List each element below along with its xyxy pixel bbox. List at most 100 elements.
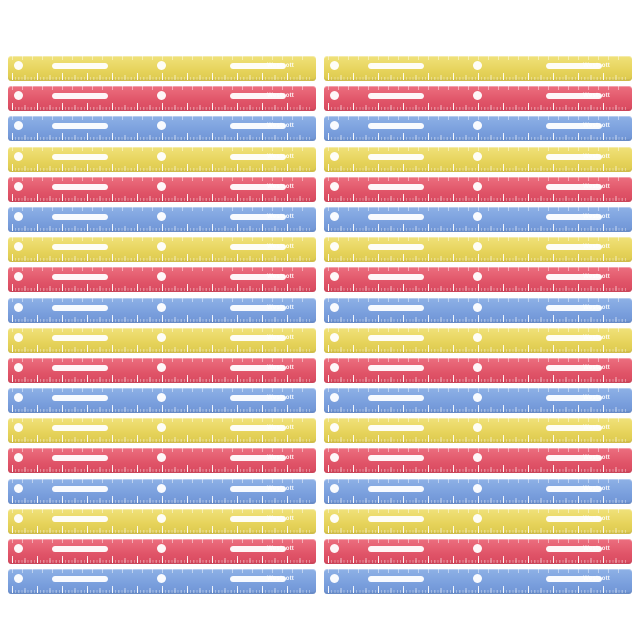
- ruler-binder-slot: [546, 123, 602, 130]
- ruler-binder-slot: [52, 63, 108, 69]
- ruler-inch-ticks: [328, 465, 628, 473]
- ruler-binder-slot: [230, 364, 286, 371]
- ruler-brand-logo: Westcott: [583, 334, 610, 341]
- ruler-brand-logo: Westcott: [267, 63, 294, 69]
- ruler-binder-slot: [546, 576, 602, 583]
- ruler-end-hole: [330, 362, 339, 372]
- ruler-brand-logo: Westcott: [583, 244, 610, 251]
- ruler-metric-ticks: [328, 357, 628, 362]
- ruler-inch-ticks: [328, 103, 628, 111]
- ruler-end-hole: [14, 242, 23, 252]
- ruler-center-hole: [157, 423, 166, 433]
- ruler-binder-slot: [230, 485, 286, 492]
- ruler-brand-logo: Westcott: [583, 183, 610, 190]
- ruler-center-hole: [157, 544, 166, 553]
- ruler-center-hole: [157, 211, 166, 221]
- ruler-center-hole: [473, 211, 482, 221]
- ruler-end-hole: [330, 513, 339, 523]
- ruler-yellow: Westcott: [8, 508, 316, 534]
- ruler-metric-ticks: [328, 297, 628, 302]
- ruler-brand-logo: Westcott: [267, 395, 294, 402]
- ruler-binder-slot: [368, 304, 424, 311]
- ruler-binder-slot: [52, 364, 108, 371]
- ruler-binder-slot: [52, 425, 108, 432]
- ruler-blue: Westcott: [8, 569, 316, 595]
- ruler-blue: Westcott: [8, 116, 316, 142]
- ruler-blue: Westcott: [324, 569, 632, 595]
- ruler-binder-slot: [546, 213, 602, 220]
- ruler-brand-logo: Westcott: [583, 93, 610, 100]
- ruler-blue: Westcott: [324, 478, 632, 504]
- ruler-binder-slot: [52, 455, 108, 462]
- ruler-red: Westcott: [8, 448, 316, 474]
- ruler-inch-ticks: [12, 495, 312, 503]
- ruler-brand-logo: Westcott: [267, 304, 294, 311]
- ruler-binder-slot: [230, 183, 286, 190]
- ruler-metric-ticks: [12, 56, 312, 60]
- ruler-binder-slot: [230, 425, 286, 432]
- ruler-blue: Westcott: [324, 206, 632, 232]
- ruler-binder-slot: [546, 244, 602, 251]
- ruler-end-hole: [14, 483, 23, 493]
- ruler-binder-slot: [52, 183, 108, 190]
- ruler-metric-ticks: [12, 357, 312, 362]
- ruler-inch-ticks: [328, 133, 628, 141]
- ruler-brand-logo: Westcott: [267, 425, 294, 432]
- ruler-inch-ticks: [12, 465, 312, 473]
- ruler-column-right: Westcott Westcott Westcott Westcott Westcott…: [324, 56, 632, 599]
- ruler-center-hole: [473, 544, 482, 553]
- ruler-red: Westcott: [8, 86, 316, 112]
- ruler-brand-logo: Westcott: [267, 576, 294, 583]
- ruler-red: Westcott: [8, 176, 316, 202]
- ruler-end-hole: [330, 272, 339, 282]
- ruler-end-hole: [14, 362, 23, 372]
- ruler-binder-slot: [368, 153, 424, 160]
- ruler-brand-logo: Westcott: [583, 213, 610, 220]
- ruler-metric-ticks: [328, 237, 628, 242]
- ruler-center-hole: [473, 181, 482, 191]
- ruler-blue: Westcott: [8, 478, 316, 504]
- ruler-metric-ticks: [12, 539, 312, 543]
- ruler-binder-slot: [368, 123, 424, 130]
- ruler-end-hole: [14, 513, 23, 523]
- ruler-end-hole: [14, 423, 23, 433]
- ruler-center-hole: [157, 574, 166, 584]
- ruler-end-hole: [14, 574, 23, 584]
- ruler-inch-ticks: [12, 163, 312, 171]
- ruler-metric-ticks: [328, 508, 628, 513]
- ruler-end-hole: [330, 91, 339, 101]
- ruler-binder-slot: [368, 334, 424, 341]
- ruler-inch-ticks: [12, 525, 312, 533]
- ruler-binder-slot: [230, 515, 286, 522]
- ruler-binder-slot: [546, 93, 602, 100]
- ruler-end-hole: [14, 151, 23, 161]
- ruler-center-hole: [473, 242, 482, 252]
- ruler-brand-logo: Westcott: [583, 395, 610, 402]
- ruler-yellow: Westcott: [8, 146, 316, 172]
- ruler-inch-ticks: [328, 73, 628, 80]
- ruler-binder-slot: [52, 244, 108, 251]
- ruler-red: Westcott: [324, 448, 632, 474]
- ruler-end-hole: [14, 302, 23, 312]
- ruler-end-hole: [14, 272, 23, 282]
- ruler-inch-ticks: [328, 586, 628, 594]
- ruler-brand-logo: Westcott: [267, 546, 294, 552]
- ruler-binder-slot: [230, 546, 286, 552]
- ruler-center-hole: [473, 272, 482, 282]
- ruler-brand-logo: Westcott: [267, 455, 294, 462]
- ruler-binder-slot: [368, 274, 424, 281]
- ruler-yellow: Westcott: [324, 237, 632, 263]
- ruler-end-hole: [330, 242, 339, 252]
- ruler-inch-ticks: [12, 586, 312, 594]
- ruler-red: Westcott: [8, 357, 316, 383]
- ruler-red: Westcott: [324, 539, 632, 564]
- ruler-center-hole: [473, 362, 482, 372]
- ruler-brand-logo: Westcott: [267, 485, 294, 492]
- ruler-inch-ticks: [12, 284, 312, 292]
- ruler-red: Westcott: [324, 267, 632, 293]
- ruler-yellow: Westcott: [8, 327, 316, 353]
- ruler-inch-ticks: [328, 284, 628, 292]
- ruler-metric-ticks: [12, 327, 312, 332]
- ruler-end-hole: [330, 483, 339, 493]
